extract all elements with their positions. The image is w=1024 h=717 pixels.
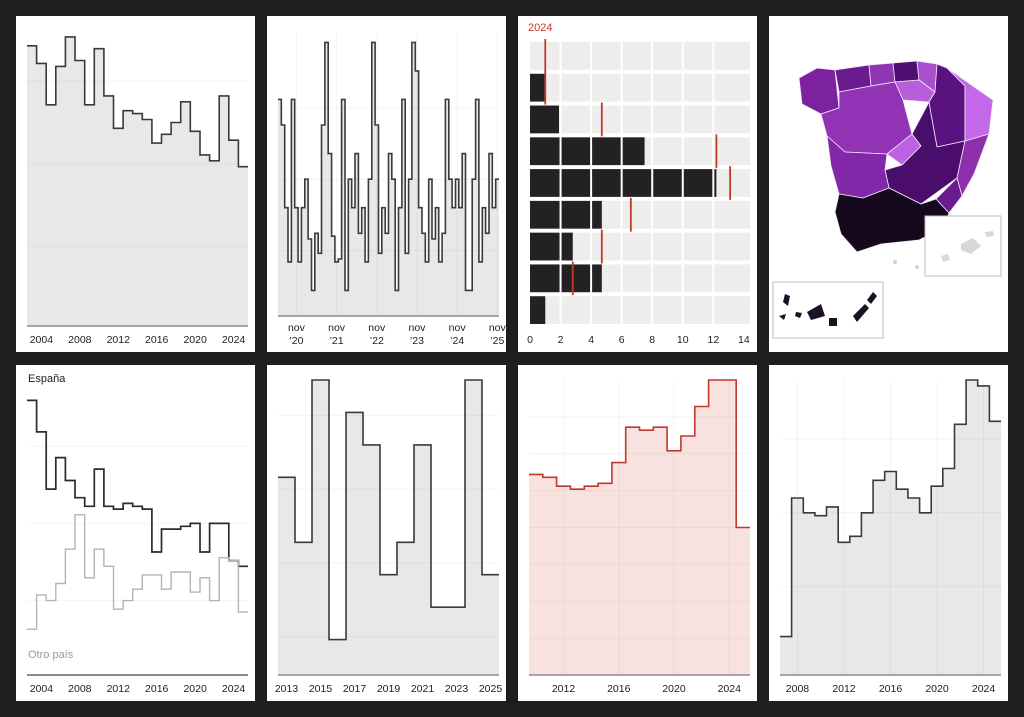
svg-text:2024: 2024 <box>718 683 742 695</box>
svg-text:2008: 2008 <box>786 683 810 695</box>
svg-text:2017: 2017 <box>343 683 367 695</box>
svg-text:2020: 2020 <box>183 683 207 695</box>
svg-text:2016: 2016 <box>607 683 631 695</box>
svg-text:2: 2 <box>558 334 564 346</box>
svg-text:4: 4 <box>588 334 594 346</box>
svg-text:2012: 2012 <box>832 683 856 695</box>
panel-red-step-area-2012-2024: 2012 2016 2020 2024 <box>518 365 757 701</box>
svg-text:’25: ’25 <box>490 335 504 347</box>
region-pa-s-vasco <box>892 60 920 83</box>
svg-text:2021: 2021 <box>411 683 435 695</box>
svg-text:nov: nov <box>489 322 506 334</box>
panel-espana-vs-otro-pais: España Otro país 2004 2008 2012 2016 2020 202… <box>16 365 255 701</box>
svg-text:2020: 2020 <box>662 683 686 695</box>
panel-step-area-2013-2025: 2013 2015 2017 2019 2021 2023 2025 <box>267 365 506 701</box>
svg-text:2025: 2025 <box>479 683 503 695</box>
spain-choropleth-map <box>772 60 1002 339</box>
svg-text:2015: 2015 <box>309 683 333 695</box>
step-area-chart-2013-2025: 2013 2015 2017 2019 2021 2023 2025 <box>275 379 503 695</box>
svg-text:’22: ’22 <box>370 335 384 347</box>
step-area-chart-2004-2024: 2004 2008 2012 2016 2020 2024 <box>27 36 248 346</box>
svg-text:nov: nov <box>368 322 386 334</box>
panel-spain-choropleth-map <box>769 16 1008 352</box>
svg-text:2012: 2012 <box>107 334 131 346</box>
svg-text:’23: ’23 <box>410 335 424 347</box>
svg-text:12: 12 <box>707 334 719 346</box>
svg-text:2008: 2008 <box>68 683 92 695</box>
svg-text:nov: nov <box>328 322 346 334</box>
svg-text:2020: 2020 <box>925 683 949 695</box>
red-step-area-chart: 2012 2016 2020 2024 <box>529 379 750 695</box>
svg-text:nov: nov <box>449 322 467 334</box>
svg-text:’20: ’20 <box>289 335 303 347</box>
svg-text:14: 14 <box>738 334 750 346</box>
svg-text:2016: 2016 <box>145 334 169 346</box>
svg-text:6: 6 <box>619 334 625 346</box>
svg-text:2013: 2013 <box>275 683 299 695</box>
svg-text:2016: 2016 <box>879 683 903 695</box>
panel-monthly-step-chart: nov ’20 nov ’21 nov ’22 nov ’23 nov ’24 nov ’25 <box>267 16 506 352</box>
svg-text:2020: 2020 <box>183 334 207 346</box>
svg-text:2024: 2024 <box>972 683 996 695</box>
svg-text:2012: 2012 <box>107 683 131 695</box>
svg-text:8: 8 <box>649 334 655 346</box>
region-comunidad-valenciana <box>956 133 990 197</box>
svg-text:nov: nov <box>408 322 426 334</box>
svg-text:2008: 2008 <box>68 334 92 346</box>
panel-step-area-2008-2024: 2008 2012 2016 2020 2024 <box>769 365 1008 701</box>
svg-text:2004: 2004 <box>30 334 54 346</box>
svg-text:2024: 2024 <box>222 683 246 695</box>
step-area-chart-2008-2024: 2008 2012 2016 2020 2024 <box>780 379 1001 695</box>
two-series-step-line-chart: 2004 2008 2012 2016 2020 2024 <box>27 399 248 695</box>
svg-text:’24: ’24 <box>450 335 464 347</box>
svg-text:0: 0 <box>527 334 533 346</box>
svg-text:’21: ’21 <box>330 335 344 347</box>
svg-text:2012: 2012 <box>552 683 576 695</box>
svg-text:10: 10 <box>677 334 689 346</box>
svg-text:2023: 2023 <box>445 683 469 695</box>
horizontal-bar-chart: 0 2 4 6 8 10 12 14 <box>527 39 750 346</box>
svg-text:2004: 2004 <box>30 683 54 695</box>
svg-text:2016: 2016 <box>145 683 169 695</box>
svg-text:2019: 2019 <box>377 683 401 695</box>
panel-hbar-2024-comparison: 2024 0 2 4 6 8 10 12 14 <box>518 16 757 352</box>
svg-text:nov: nov <box>288 322 306 334</box>
panel-step-area-2004-2024: 2004 2008 2012 2016 2020 2024 <box>16 16 255 352</box>
svg-text:2024: 2024 <box>222 334 246 346</box>
region-galicia <box>798 67 840 115</box>
